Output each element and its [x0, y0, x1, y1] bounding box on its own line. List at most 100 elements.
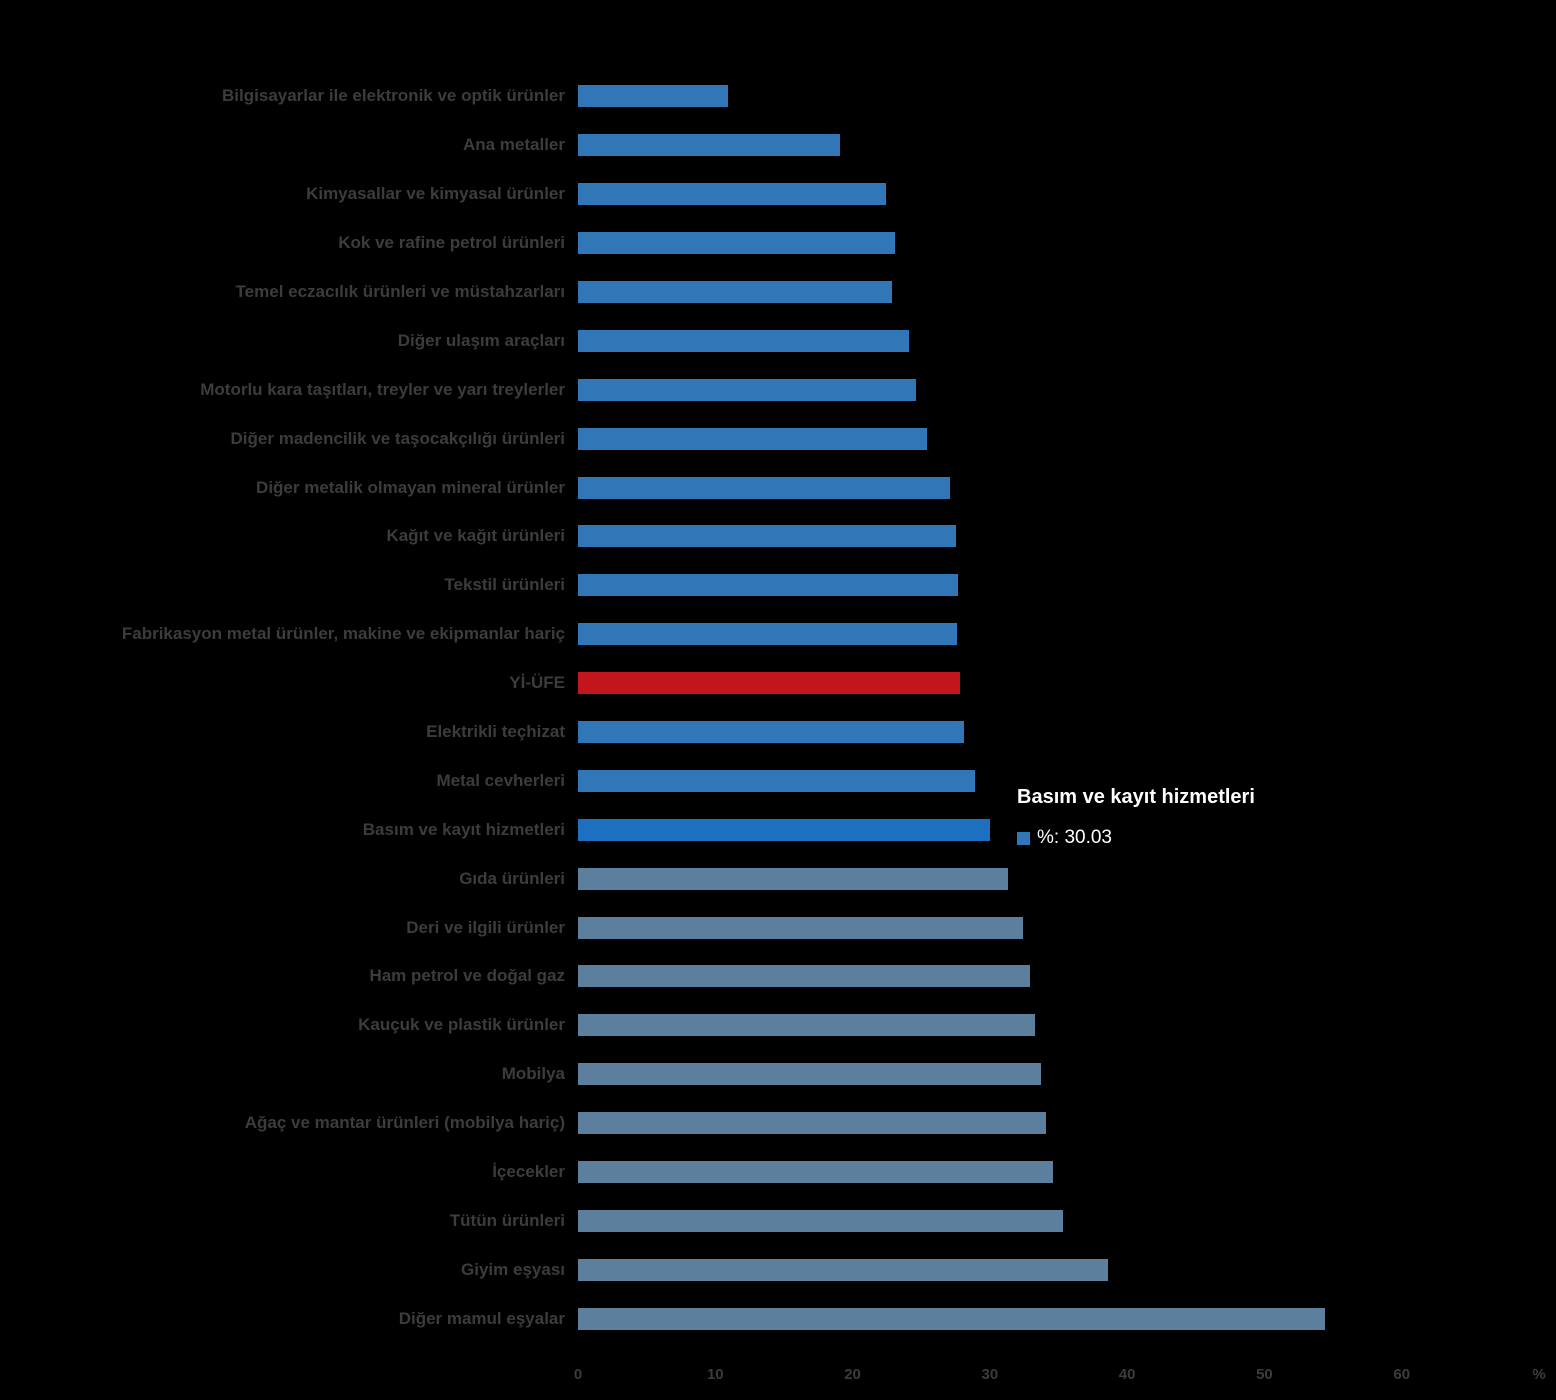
category-label: Elektrikli teçhizat [426, 722, 565, 742]
x-tick-label: 40 [1118, 1366, 1136, 1383]
bar-row: Kimyasallar ve kimyasal ürünler [0, 170, 1556, 219]
x-tick-label: 50 [1256, 1366, 1273, 1383]
bar[interactable] [578, 1258, 1108, 1281]
x-axis-unit-label: % [1532, 1366, 1546, 1383]
bar-row: Fabrikasyon metal ürünler, makine ve eki… [0, 610, 1556, 659]
category-label: Temel eczacılık ürünleri ve müstahzarlar… [235, 282, 565, 301]
bar-track [578, 867, 1556, 890]
bar-track [578, 574, 1556, 597]
bar[interactable] [578, 427, 927, 450]
category-label: Diğer mamul eşyalar [398, 1308, 565, 1328]
bar-row: Metal cevherleri [0, 756, 1556, 805]
x-axis: 0 10 20 30 40 50 60% [0, 1366, 1556, 1396]
bar[interactable] [578, 623, 957, 646]
bar[interactable] [578, 1307, 1325, 1330]
bar-row: Mobilya [0, 1050, 1556, 1099]
bar[interactable] [578, 965, 1030, 988]
bar[interactable] [578, 232, 896, 255]
category-label: Kimyasallar ve kimyasal ürünler [306, 184, 565, 204]
category-label: Mobilya [501, 1064, 565, 1084]
bar[interactable] [578, 183, 886, 206]
category-label: Basım ve kayıt hizmetleri [362, 819, 565, 839]
bar-row: Gıda ürünleri [0, 854, 1556, 903]
category-label: Motorlu kara taşıtları, treyler ve yarı … [200, 379, 565, 399]
category-label: Kok ve rafine petrol ürünleri [338, 233, 565, 253]
bar[interactable] [578, 1161, 1053, 1184]
category-label: Tekstil ürünleri [444, 575, 565, 595]
bar-row: İçecekler [0, 1148, 1556, 1197]
bar[interactable] [578, 281, 893, 303]
bar-track [578, 623, 1556, 646]
bar[interactable] [578, 85, 728, 108]
bar-track [578, 232, 1556, 255]
category-label: Tütün ürünleri [449, 1210, 565, 1230]
bar[interactable] [578, 134, 841, 157]
bar-track [578, 525, 1556, 548]
bar[interactable] [578, 769, 975, 792]
series-marker-icon [1017, 831, 1030, 845]
category-label: Deri ve ilgili ürünler [406, 917, 565, 937]
bar[interactable] [578, 721, 964, 744]
category-label: Kauçuk ve plastik ürünler [358, 1015, 565, 1035]
bar-row: Temel eczacılık ürünleri ve müstahzarlar… [0, 268, 1556, 317]
bar-row: Motorlu kara taşıtları, treyler ve yarı … [0, 365, 1556, 414]
x-tick-label: 20 [844, 1366, 861, 1383]
bar-row: Ana metaller [0, 121, 1556, 170]
category-label: Diğer madencilik ve taşocakçılığı ürünle… [230, 428, 565, 448]
x-tick-label: 30 [981, 1366, 999, 1383]
category-label: Diğer metalik olmayan mineral ürünler [256, 477, 565, 497]
bar[interactable] [578, 916, 1023, 939]
bar-track [578, 1063, 1556, 1086]
bar[interactable] [578, 1112, 1047, 1135]
bar-row: Deri ve ilgili ürünler [0, 903, 1556, 952]
x-tick-label: 10 [706, 1366, 724, 1383]
category-label: Ağaç ve mantar ürünleri (mobilya hariç) [244, 1113, 565, 1133]
bar[interactable] [578, 378, 916, 401]
bar-row: Tütün ürünleri [0, 1196, 1556, 1245]
bar-track [578, 183, 1556, 206]
bar-track [578, 281, 1556, 303]
bar[interactable] [578, 867, 1008, 890]
bar-track [578, 769, 1556, 792]
bar[interactable] [578, 1014, 1036, 1037]
bar-row: Tekstil ürünleri [0, 561, 1556, 610]
bar[interactable] [578, 1209, 1063, 1232]
bar-row: Ham petrol ve doğal gaz [0, 952, 1556, 1001]
bar-track [578, 1014, 1556, 1037]
category-label: Bilgisayarlar ile elektronik ve optik ür… [222, 86, 565, 106]
tooltip-title: Basım ve kayıt hizmetleri [1017, 786, 1255, 808]
tooltip-value: %: 30.03 [1037, 827, 1112, 848]
bar-row: Diğer metalik olmayan mineral ürünler [0, 463, 1556, 512]
bar[interactable] [578, 672, 960, 695]
category-label: Giyim eşyası [461, 1259, 565, 1279]
bar-track [578, 329, 1556, 352]
x-tick-label: 60 [1393, 1366, 1411, 1383]
bar-row: Kağıt ve kağıt ürünleri [0, 512, 1556, 561]
x-tick-label: 0 [573, 1366, 583, 1383]
category-label: Yİ-ÜFE [509, 673, 565, 693]
bar[interactable] [578, 574, 959, 597]
bar-row: Basım ve kayıt hizmetleri [0, 805, 1556, 854]
bar[interactable] [578, 818, 991, 841]
bar-row: Giyim eşyası [0, 1245, 1556, 1294]
category-label: İçecekler [492, 1162, 565, 1182]
category-label: Diğer ulaşım araçları [397, 330, 565, 350]
bar[interactable] [578, 476, 951, 499]
bar-track [578, 1161, 1556, 1184]
tooltip-value-line: %: 30.03 [1017, 827, 1255, 849]
bar-row: Kauçuk ve plastik ürünler [0, 1001, 1556, 1050]
bar[interactable] [578, 525, 956, 548]
bar-track [578, 965, 1556, 988]
category-label: Metal cevherleri [436, 770, 565, 790]
bar-track [578, 134, 1556, 157]
bar-track [578, 672, 1556, 695]
category-label: Kağıt ve kağıt ürünleri [386, 526, 565, 546]
bar-row: Bilgisayarlar ile elektronik ve optik ür… [0, 72, 1556, 121]
bar[interactable] [578, 329, 909, 352]
bar-row: Elektrikli teçhizat [0, 708, 1556, 757]
bar-track [578, 1209, 1556, 1232]
bar-track [578, 85, 1556, 108]
bar[interactable] [578, 1063, 1041, 1086]
bar-row: Diğer ulaşım araçları [0, 316, 1556, 365]
